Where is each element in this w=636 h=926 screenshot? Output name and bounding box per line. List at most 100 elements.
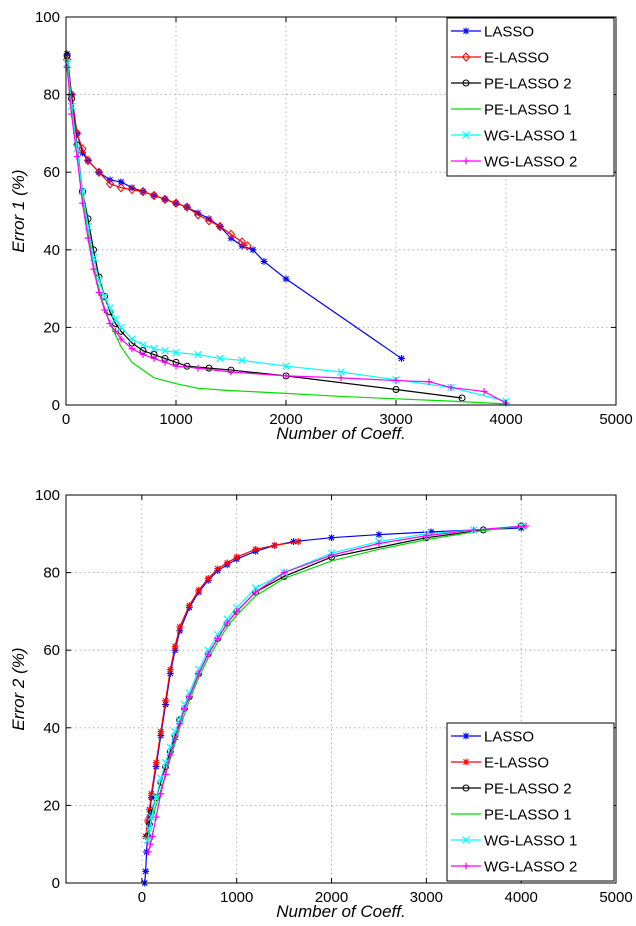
x-tick-label: 1000 — [220, 889, 253, 906]
data-point — [522, 522, 530, 530]
y-tick-label: 100 — [35, 9, 60, 26]
data-point — [216, 354, 224, 363]
data-point — [237, 237, 247, 247]
data-point — [162, 770, 169, 778]
data-point — [106, 320, 114, 327]
data-point — [249, 246, 257, 254]
data-point — [252, 545, 260, 553]
data-point — [375, 540, 383, 547]
data-point — [161, 358, 169, 366]
data-point — [183, 362, 191, 370]
data-point — [252, 588, 260, 596]
data-point — [63, 64, 71, 71]
data-point — [166, 751, 174, 759]
data-point — [128, 335, 136, 343]
data-point — [117, 178, 125, 186]
series-pe-lasso-1 — [66, 55, 507, 405]
data-point — [172, 348, 180, 357]
data-point — [150, 355, 158, 362]
y-tick-label: 60 — [43, 164, 60, 181]
legend-marker — [462, 862, 470, 870]
data-point — [282, 372, 290, 380]
data-point — [147, 790, 155, 798]
data-point — [128, 345, 136, 353]
x-tick-label: 0 — [62, 411, 70, 428]
data-point — [375, 531, 383, 538]
x-tick-label: 0 — [138, 889, 146, 906]
data-point — [157, 790, 165, 798]
data-point — [204, 646, 213, 655]
data-point — [162, 697, 169, 705]
data-point — [271, 542, 279, 549]
x-tick-label: 4000 — [489, 411, 522, 428]
data-point — [142, 833, 150, 840]
data-point — [94, 167, 104, 177]
series-line — [66, 59, 248, 247]
data-point — [195, 586, 203, 594]
data-point — [142, 867, 150, 875]
data-point — [146, 813, 153, 821]
y-tick-label: 40 — [43, 720, 60, 737]
y-tick-label: 100 — [35, 487, 60, 504]
data-point — [260, 258, 268, 265]
data-point — [79, 199, 86, 207]
axes-box — [65, 16, 617, 406]
data-point — [194, 350, 202, 359]
data-point — [78, 187, 87, 196]
data-point — [161, 346, 169, 355]
x-tick-label: 1000 — [159, 411, 192, 428]
data-point — [182, 202, 192, 212]
legend-label: LASSO — [484, 729, 534, 746]
legend-label: E-LASSO — [484, 755, 549, 772]
y-tick-label: 0 — [52, 875, 60, 892]
x-tick-label: 3000 — [379, 411, 412, 428]
data-point — [280, 569, 288, 576]
data-point — [422, 532, 430, 540]
data-point — [290, 538, 297, 545]
data-point — [84, 234, 92, 242]
data-point — [194, 665, 203, 674]
data-point — [233, 608, 241, 615]
legend-label: WG-LASSO 2 — [484, 154, 577, 171]
legend: LASSO E-LASSO PE-LASSO 2 PE-LASSO 1 WG-LASSO… — [446, 722, 615, 882]
data-point — [204, 215, 214, 226]
y-tick-label: 60 — [43, 642, 60, 659]
chart-panel-1: 0 1000 2000 3000 4000 5000 0 20 40 60 80 100 Number … — [9, 9, 633, 443]
data-point — [95, 289, 103, 296]
legend-item: E-LASSO — [451, 50, 549, 67]
data-point — [213, 630, 222, 639]
data-point — [145, 848, 152, 856]
chart-panel-2: 0 1000 2000 3000 4000 5000 0 20 40 60 80 100 Number … — [9, 487, 633, 921]
data-point — [148, 833, 156, 840]
data-point — [238, 356, 246, 365]
x-tick-label: 5000 — [599, 411, 632, 428]
y-tick-label: 80 — [43, 87, 60, 104]
data-point — [337, 374, 345, 382]
data-point — [517, 524, 525, 532]
data-point — [117, 323, 125, 332]
data-point — [176, 623, 184, 631]
data-point — [447, 384, 455, 391]
legend-label: PE-LASSO 2 — [484, 781, 572, 798]
data-point — [101, 306, 108, 314]
legend-item: PE-LASSO 1 — [451, 807, 572, 824]
data-point — [78, 144, 87, 154]
data-point — [171, 642, 179, 650]
data-point — [152, 813, 160, 821]
legend-box — [446, 17, 615, 177]
data-point — [63, 59, 71, 68]
data-point — [480, 388, 488, 395]
data-point — [127, 184, 137, 195]
data-point — [157, 774, 165, 783]
legend-marker — [462, 131, 470, 139]
legend-marker — [462, 784, 470, 792]
legend-item: PE-LASSO 1 — [451, 102, 572, 119]
x-tick-label: 2000 — [315, 889, 348, 906]
data-point — [223, 615, 232, 623]
y-tick-label: 80 — [43, 565, 60, 582]
data-point — [149, 190, 159, 201]
y-tick-label: 20 — [43, 797, 60, 814]
legend-marker — [461, 52, 471, 62]
series-pe-lasso-1 — [146, 525, 522, 845]
data-point — [223, 559, 231, 567]
